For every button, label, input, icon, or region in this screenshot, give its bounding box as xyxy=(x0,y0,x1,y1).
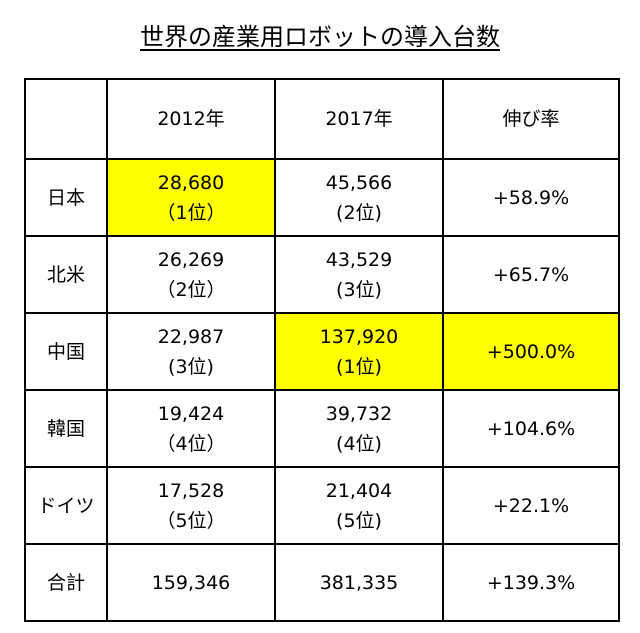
cell-value: 43,529 xyxy=(325,248,393,271)
cell-2012: 19,424 （4位） xyxy=(106,389,276,468)
table-row-japan: 日本 28,680 （1位） 45,566 (2位) +58.9% xyxy=(24,158,620,237)
row-label: 日本 xyxy=(24,158,108,237)
cell-rank: (1位) xyxy=(336,355,382,378)
cell-2012: 17,528 （5位） xyxy=(106,466,276,545)
cell-2012: 22,987 (3位) xyxy=(106,312,276,391)
row-label: 合計 xyxy=(24,543,108,622)
table-header-row: 2012年 2017年 伸び率 xyxy=(24,78,620,160)
corner-cell xyxy=(24,78,108,160)
cell-2017: 21,404 (5位) xyxy=(274,466,444,545)
cell-2012: 159,346 xyxy=(106,543,276,622)
column-header-2017: 2017年 xyxy=(274,78,444,160)
cell-2012: 28,680 （1位） xyxy=(106,158,276,237)
cell-2017: 43,529 (3位) xyxy=(274,235,444,314)
cell-value: 26,269 xyxy=(157,248,225,271)
cell-2012: 26,269 （2位） xyxy=(106,235,276,314)
cell-growth: +139.3% xyxy=(442,543,620,622)
row-label: 中国 xyxy=(24,312,108,391)
cell-value: 137,920 xyxy=(319,325,399,348)
table-row-china: 中国 22,987 (3位) 137,920 (1位) +500.0% xyxy=(24,312,620,391)
cell-value: 39,732 xyxy=(325,402,393,425)
cell-growth: +22.1% xyxy=(442,466,620,545)
column-header-growth: 伸び率 xyxy=(442,78,620,160)
cell-growth: +104.6% xyxy=(442,389,620,468)
page-title: 世界の産業用ロボットの導入台数 xyxy=(140,23,500,51)
cell-value: 22,987 xyxy=(157,325,225,348)
cell-growth: +58.9% xyxy=(442,158,620,237)
column-header-2012: 2012年 xyxy=(106,78,276,160)
cell-value: 28,680 xyxy=(157,171,225,194)
cell-rank: (5位) xyxy=(336,509,382,532)
cell-2017: 381,335 xyxy=(274,543,444,622)
table-row-total: 合計 159,346 381,335 +139.3% xyxy=(24,543,620,622)
table-row-north-america: 北米 26,269 （2位） 43,529 (3位) +65.7% xyxy=(24,235,620,314)
cell-rank: (4位) xyxy=(336,432,382,455)
cell-rank: （5位） xyxy=(156,509,226,532)
cell-value: 45,566 xyxy=(325,171,393,194)
cell-growth: +500.0% xyxy=(442,312,620,391)
cell-rank: （4位） xyxy=(156,432,226,455)
row-label: 韓国 xyxy=(24,389,108,468)
cell-growth: +65.7% xyxy=(442,235,620,314)
table-row-korea: 韓国 19,424 （4位） 39,732 (4位) +104.6% xyxy=(24,389,620,468)
cell-2017: 39,732 (4位) xyxy=(274,389,444,468)
cell-rank: (3位) xyxy=(168,355,214,378)
cell-rank: （2位） xyxy=(156,278,226,301)
robot-installations-table: 2012年 2017年 伸び率 日本 28,680 （1位） 45,566 (2… xyxy=(24,78,620,622)
row-label: 北米 xyxy=(24,235,108,314)
cell-rank: (3位) xyxy=(336,278,382,301)
cell-rank: (2位) xyxy=(336,201,382,224)
cell-value: 21,404 xyxy=(325,479,393,502)
cell-2017: 137,920 (1位) xyxy=(274,312,444,391)
cell-2017: 45,566 (2位) xyxy=(274,158,444,237)
row-label: ドイツ xyxy=(24,466,108,545)
cell-rank: （1位） xyxy=(156,201,226,224)
cell-value: 17,528 xyxy=(157,479,225,502)
table-row-germany: ドイツ 17,528 （5位） 21,404 (5位) +22.1% xyxy=(24,466,620,545)
cell-value: 19,424 xyxy=(157,402,225,425)
